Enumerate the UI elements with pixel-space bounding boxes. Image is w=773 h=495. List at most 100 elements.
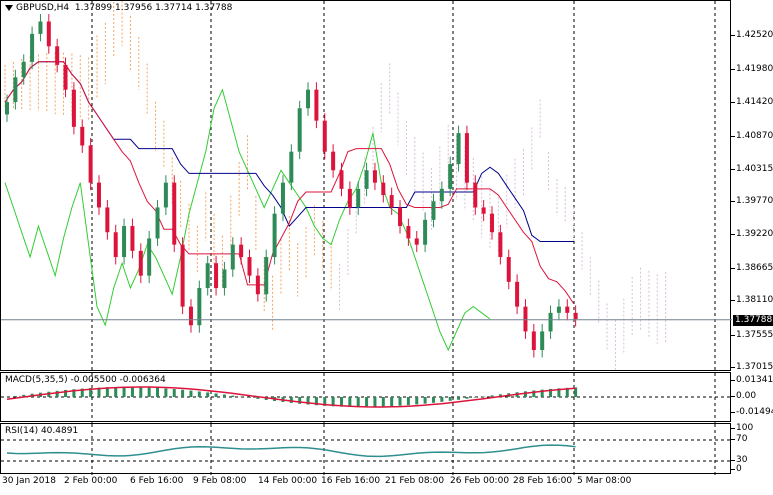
price-tick-label: 1.38110 [730, 295, 773, 305]
macd-svg [1, 373, 732, 423]
dropdown-triangle-icon [5, 4, 13, 11]
symbol-name: GBPUSD,H4 [16, 3, 70, 13]
candle-body [247, 257, 252, 276]
candle-body [531, 331, 536, 351]
price-tick-label: 1.38665 [730, 263, 773, 273]
candle-body [322, 120, 327, 152]
candle-body [155, 207, 160, 239]
time-label: 5 Mar 08:00 [577, 476, 632, 486]
candle-body [13, 77, 18, 103]
price-chart-panel[interactable]: GBPUSD,H4 1.37899 1.37956 1.37714 1.3778… [0, 0, 732, 372]
candle-body [389, 195, 394, 208]
price-chart-svg [1, 1, 732, 372]
candle-body [71, 89, 76, 127]
candle-body [498, 232, 503, 258]
candle-body [506, 257, 511, 282]
candle-body [356, 188, 361, 208]
candle-body [381, 182, 386, 196]
candle-body [214, 263, 219, 289]
time-label: 16 Feb 16:00 [321, 476, 381, 486]
candle-body [188, 306, 193, 326]
candle-body [105, 207, 110, 233]
candle-body [306, 89, 311, 109]
candle-body [63, 64, 68, 90]
candle-body [347, 188, 352, 208]
candle-body [180, 244, 185, 307]
candle-body [515, 281, 520, 307]
candle-body [398, 207, 403, 227]
candle-body [230, 244, 235, 270]
candle-body [439, 188, 444, 202]
candle-body [423, 219, 428, 245]
candle-body [473, 182, 478, 208]
candle-body [239, 244, 244, 258]
candle-body [364, 170, 369, 189]
candle-body [490, 213, 495, 233]
macd-signal-line [6, 386, 576, 408]
candle-body [138, 250, 143, 276]
candle-body [272, 213, 277, 258]
candle-body [331, 151, 336, 171]
candle-body [38, 21, 43, 34]
candle-body [448, 164, 453, 189]
time-axis: 30 Jan 2018 2 Feb 00:00 6 Feb 16:00 9 Feb 0… [0, 474, 731, 495]
price-axis: 1.42520 1.41980 1.41420 1.40870 1.40315 1.397… [730, 0, 773, 372]
price-tick-label: 1.40315 [730, 164, 773, 174]
rsi-tick-label: 70 [730, 434, 748, 444]
candle-body [197, 288, 202, 326]
candle-body [88, 145, 93, 183]
time-label: 2 Feb 00:00 [64, 476, 118, 486]
candle-body [314, 89, 319, 121]
candle-body [55, 46, 60, 65]
candle-body [464, 133, 469, 183]
candle-body [540, 331, 545, 351]
price-tick-label: 1.39220 [730, 229, 773, 239]
candle-body [573, 312, 578, 320]
candle-body [163, 182, 168, 208]
candle-body [414, 238, 419, 245]
candle-body [113, 232, 118, 258]
candle-body [406, 226, 411, 239]
candle-body [565, 306, 570, 313]
candle-body [172, 182, 177, 245]
candle-body [222, 269, 227, 289]
macd-tick-label: 0.00 [730, 391, 757, 401]
candle-body [80, 126, 85, 146]
candle-body [264, 257, 269, 295]
macd-tick-label: 0.013414 [731, 375, 773, 385]
rsi-panel[interactable]: RSI(14) 40.4891 [0, 423, 732, 475]
candle-body [130, 226, 135, 251]
candle-body [96, 182, 101, 208]
current-price-box: 1.37788 [733, 315, 773, 326]
candle-body [456, 133, 461, 165]
candle-body [255, 275, 260, 295]
candle-body [30, 33, 35, 62]
symbol-header: GBPUSD,H4 1.37899 1.37956 1.37714 1.3778… [5, 3, 232, 13]
candle-body [46, 21, 51, 47]
chikou-line [4, 88, 491, 352]
price-tick-label: 1.42520 [730, 30, 773, 40]
price-tick-label: 1.39770 [730, 196, 773, 206]
macd-label: MACD(5,35,5) -0.005500 -0.006364 [5, 375, 166, 385]
time-label: 30 Jan 2018 [2, 476, 56, 486]
rsi-svg [1, 424, 732, 475]
candle-body [372, 170, 377, 183]
rsi-tick-label: 30 [730, 455, 748, 465]
tenkan-line [4, 61, 575, 304]
price-tick-label: 1.40870 [730, 131, 773, 141]
time-label: 26 Feb 00:00 [450, 476, 510, 486]
candle-body [280, 182, 285, 214]
time-label: 9 Feb 08:00 [193, 476, 247, 486]
time-label: 28 Feb 16:00 [513, 476, 573, 486]
macd-axis: 0.013414 0.00 -0.014947 [730, 372, 773, 422]
candle-body [548, 312, 553, 332]
macd-panel[interactable]: MACD(5,35,5) -0.005500 -0.006364 [0, 372, 732, 423]
macd-tick-label: -0.014947 [730, 407, 773, 417]
price-tick-label: 1.37015 [730, 362, 773, 372]
time-label: 6 Feb 16:00 [130, 476, 184, 486]
candle-body [339, 170, 344, 189]
rsi-axis: 100 70 30 0 [730, 423, 773, 474]
candle-body [122, 226, 127, 258]
time-label: 14 Feb 00:00 [258, 476, 318, 486]
rsi-line [6, 444, 576, 458]
